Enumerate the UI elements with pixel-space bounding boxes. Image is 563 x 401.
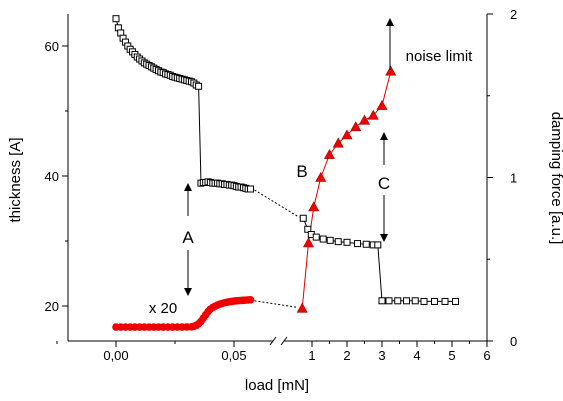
damping-connector [254,300,298,308]
thickness-point [378,297,386,305]
thickness-point [354,240,361,248]
thickness-point [374,241,382,249]
thickness-point [247,185,255,193]
x-tick-label: 6 [483,348,490,363]
tick-marks [56,13,493,347]
tick-labels: 20 40 60 0 1 2 0,00 0,05 1 2 3 4 5 6 [45,7,518,363]
label-a: A [182,228,194,247]
label-x20: x 20 [149,300,177,317]
thickness-point [343,238,351,246]
damping-point [246,295,255,304]
thickness-point [299,214,307,222]
y-tick-label: 60 [45,39,59,54]
thickness-point [112,15,120,23]
plot-frame [67,14,488,346]
x-axis-title: load [mN] [245,377,309,394]
thickness-point [334,238,342,246]
damping-point [323,148,336,159]
damping-point [302,237,315,248]
damping-point [385,65,397,76]
damping-point [367,109,379,120]
x-tick-label: 3 [378,348,385,363]
y-tick-label: 20 [45,299,59,314]
series-marks [112,15,459,331]
thickness-point [385,297,393,305]
annotations: A C Bx 20 noise limit [149,18,474,317]
thickness-point [441,297,449,305]
thickness-point [319,235,327,243]
y2-tick-label: 0 [510,334,517,349]
damping-point [308,201,320,212]
damping-point [358,114,371,125]
thickness-point [452,297,459,305]
x-tick-label: 2 [343,348,350,363]
y-tick-label: 40 [45,169,59,184]
thickness-point [195,82,203,90]
thickness-line [302,218,456,302]
y2-tick-label: 1 [510,171,517,186]
axis-break-mark [280,336,288,346]
x-tick-label: 0,05 [221,348,246,363]
thickness-point [394,297,402,305]
damping-point [296,302,308,313]
y2-tick-label: 2 [510,7,517,22]
damping-point [376,99,388,110]
thickness-point [362,240,370,248]
x-tick-label: 0,00 [103,348,128,363]
thickness-point [420,297,428,305]
thickness-point [403,297,410,305]
thickness-point [411,297,419,305]
x-tick-label: 1 [308,348,315,363]
damping-point [341,129,353,140]
x-tick-label: 5 [448,348,455,363]
label-b: B [296,162,307,181]
damping-point [350,121,362,132]
y2-axis-title: damping force [a.u.] [548,112,563,245]
thickness-point [431,297,438,305]
y-axis-title: thickness [A] [7,137,24,222]
x-tick-label: 4 [413,348,420,363]
damping-point [332,137,344,148]
series-lines [115,18,456,309]
dotted-connectors [254,189,300,308]
label-noise-limit: noise limit [406,48,474,65]
thickness-point [326,236,334,244]
thickness-point [312,233,320,241]
axis-break-mark [269,336,277,346]
thickness-line [115,18,251,190]
damping-point [315,171,327,182]
thickness-connector [254,189,300,218]
label-c: C [378,174,390,193]
